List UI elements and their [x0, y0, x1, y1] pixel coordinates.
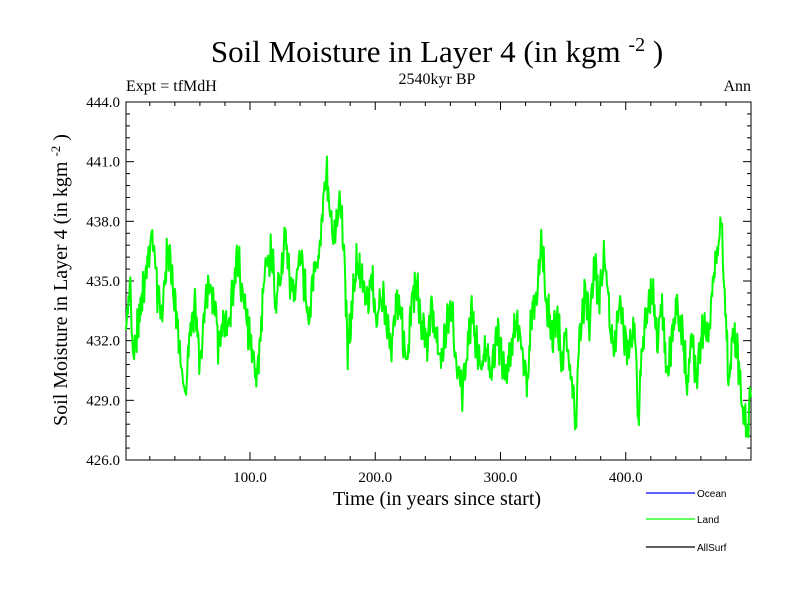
- y-axis-label-end: ): [50, 134, 72, 141]
- annual-label: Ann: [723, 78, 751, 95]
- chart-title-end: ): [653, 34, 663, 69]
- x-tick-label: 100.0: [233, 470, 267, 486]
- y-axis-label-wrapper: Soil Moisture in Layer 4 (in kgm -2 ): [48, 134, 73, 426]
- chart-title-superscript: -2: [628, 34, 645, 56]
- chart-title-group: Soil Moisture in Layer 4 (in kgm -2 ): [211, 34, 663, 69]
- y-tick-label: 441.0: [86, 155, 120, 171]
- x-axis-label: Time (in years since start): [333, 488, 541, 510]
- x-tick-label: 400.0: [609, 470, 643, 486]
- x-tick-label: 300.0: [484, 470, 518, 486]
- legend-allsurf-label: AllSurf: [697, 543, 727, 554]
- y-axis-label-group: Soil Moisture in Layer 4 (in kgm -2 ): [48, 134, 73, 426]
- y-tick-label: 438.0: [86, 214, 120, 230]
- y-tick-label: 444.0: [86, 95, 120, 111]
- y-axis-label-superscript: -2: [48, 146, 63, 157]
- legend-ocean-label: Ocean: [697, 489, 726, 500]
- series-layer: [125, 155, 752, 439]
- y-tick-label: 435.0: [86, 274, 120, 290]
- y-tick-label: 426.0: [86, 453, 120, 469]
- y-axis-label: Soil Moisture in Layer 4 (in kgm: [50, 161, 72, 426]
- legend-land-label: Land: [697, 515, 719, 526]
- experiment-label: Expt = tfMdH: [126, 78, 217, 95]
- chart-title: Soil Moisture in Layer 4 (in kgm: [211, 34, 621, 69]
- series-land-line: [125, 155, 752, 439]
- axis-layer: 426.0 429.0 432.0 435.0 438.0 441.0 444.0 100.0…: [86, 95, 752, 486]
- chart-subtitle: 2540kyr BP: [399, 71, 476, 88]
- legend: Ocean Land AllSurf: [646, 489, 727, 554]
- x-tick-label: 200.0: [358, 470, 392, 486]
- y-tick-label: 432.0: [86, 334, 120, 350]
- y-tick-label: 429.0: [86, 393, 120, 409]
